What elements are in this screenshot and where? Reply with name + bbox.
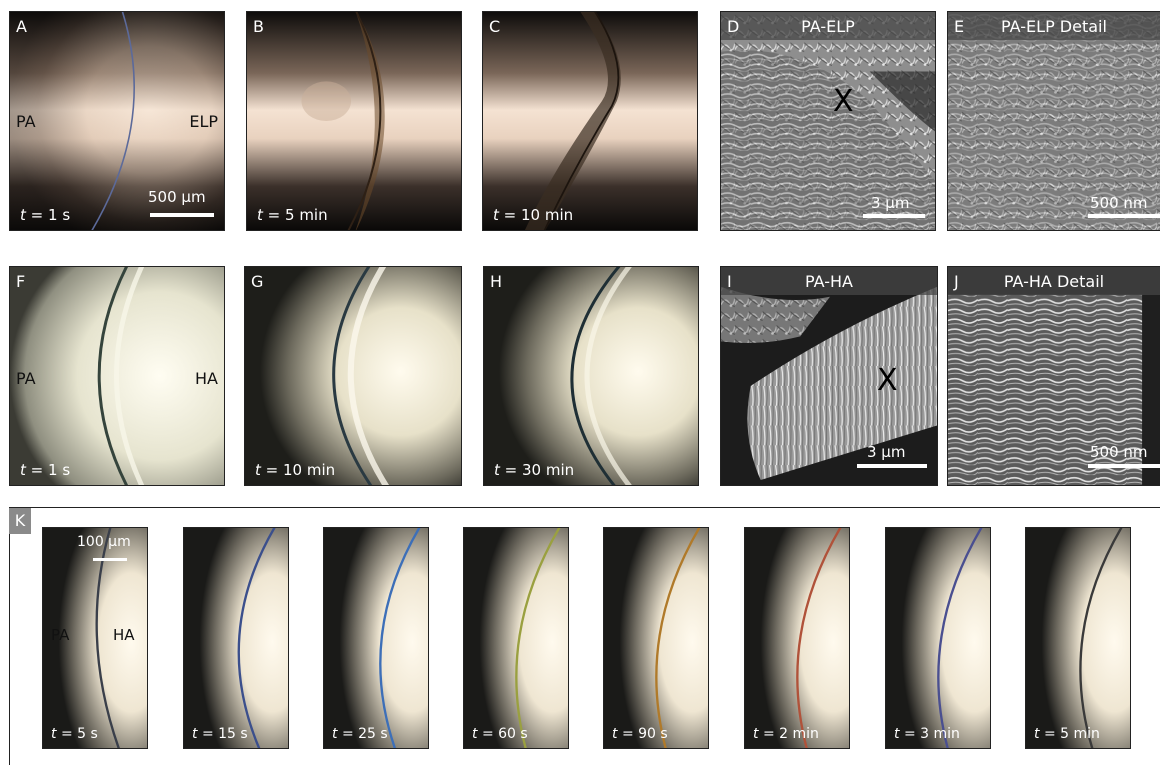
- panel-a-micrograph: A PA ELP 500 µm t = 1 s: [9, 11, 225, 231]
- panel-title: PA-ELP: [801, 17, 855, 36]
- panel-title: PA-HA: [805, 272, 853, 291]
- scale-bar: [93, 558, 127, 561]
- k-frame-7: t = 3 min: [885, 527, 991, 749]
- time-label: t = 3 min: [894, 726, 960, 742]
- ha-side-label: HA: [113, 626, 135, 644]
- pa-side-label: PA: [51, 626, 70, 644]
- elp-side-label: ELP: [189, 112, 218, 131]
- micrograph-image: [10, 267, 224, 485]
- sem-image: [948, 12, 1160, 230]
- scale-bar: [1088, 464, 1160, 468]
- panel-letter: F: [16, 272, 26, 291]
- k-frame-6: t = 2 min: [744, 527, 850, 749]
- title-bar: [948, 12, 1160, 40]
- panel-c-micrograph: C t = 10 min: [482, 11, 698, 231]
- k-frame-1: t = 5 s 100 µm PA HA: [42, 527, 148, 749]
- time-label: t = 2 min: [753, 726, 819, 742]
- micrograph-image: [886, 528, 990, 748]
- scale-bar: [857, 464, 927, 468]
- panel-letter: J: [954, 272, 959, 291]
- panel-k-frame: [9, 507, 1160, 765]
- time-label: t = 5 min: [1034, 726, 1100, 742]
- scale-label: 3 µm: [867, 443, 906, 461]
- panel-f-micrograph: F PA HA t = 1 s: [9, 266, 225, 486]
- k-frame-2: t = 15 s: [183, 527, 289, 749]
- scale-label: 500 nm: [1090, 443, 1148, 461]
- k-frame-5: t = 90 s: [603, 527, 709, 749]
- scale-bar: [150, 213, 214, 217]
- micrograph-image: [464, 528, 568, 748]
- micrograph-image: [247, 12, 461, 230]
- sem-image: [721, 12, 935, 230]
- time-label: t = 60 s: [472, 726, 528, 742]
- scale-bar: [1088, 214, 1160, 218]
- title-bar: [721, 267, 937, 295]
- time-label: t = 5 s: [51, 726, 98, 742]
- micrograph-image: [1026, 528, 1130, 748]
- time-label: t = 90 s: [612, 726, 668, 742]
- k-frame-3: t = 25 s: [323, 527, 429, 749]
- time-label: t = 10 min: [493, 206, 574, 224]
- micrograph-image: [184, 528, 288, 748]
- panel-letter: G: [251, 272, 264, 291]
- micrograph-image: [43, 528, 147, 748]
- pa-side-label: PA: [16, 112, 36, 131]
- micrograph-image: [484, 267, 698, 485]
- micrograph-image: [10, 12, 224, 230]
- sem-image: [948, 267, 1160, 485]
- panel-letter: I: [727, 272, 732, 291]
- panel-h-micrograph: H t = 30 min: [483, 266, 699, 486]
- micrograph-image: [324, 528, 428, 748]
- panel-letter: H: [490, 272, 503, 291]
- panel-letter: C: [489, 17, 501, 36]
- panel-j-sem: J PA-HA Detail 500 nm: [947, 266, 1160, 486]
- micrograph-image: [745, 528, 849, 748]
- k-frame-8: t = 5 min: [1025, 527, 1131, 749]
- panel-letter: A: [16, 17, 27, 36]
- title-bar: [721, 12, 935, 40]
- time-label: t = 5 min: [257, 206, 328, 224]
- panel-letter: K: [9, 508, 31, 534]
- sem-image: [721, 267, 937, 485]
- micrograph-image: [245, 267, 461, 485]
- pa-side-label: PA: [16, 369, 36, 388]
- x-marker: X: [877, 363, 898, 398]
- scale-label: 500 µm: [148, 188, 206, 206]
- time-label: t = 15 s: [192, 726, 248, 742]
- micrograph-image: [483, 12, 697, 230]
- micrograph-image: [604, 528, 708, 748]
- panel-i-sem: I PA-HA X 3 µm: [720, 266, 938, 486]
- title-bar: [948, 267, 1160, 295]
- x-marker: X: [833, 84, 854, 119]
- panel-title: PA-ELP Detail: [1001, 17, 1107, 36]
- panel-b-micrograph: B t = 5 min: [246, 11, 462, 231]
- time-label: t = 10 min: [255, 461, 336, 479]
- time-label: t = 25 s: [332, 726, 388, 742]
- time-label: t = 30 min: [494, 461, 575, 479]
- scale-label: 500 nm: [1090, 194, 1148, 212]
- k-frame-4: t = 60 s: [463, 527, 569, 749]
- time-label: t = 1 s: [20, 206, 71, 224]
- panel-g-micrograph: G t = 10 min: [244, 266, 462, 486]
- time-label: t = 1 s: [20, 461, 71, 479]
- scale-bar: [863, 214, 925, 218]
- scale-label: 3 µm: [871, 194, 910, 212]
- panel-letter: E: [954, 17, 965, 36]
- ha-side-label: HA: [195, 369, 218, 388]
- panel-letter: B: [253, 17, 264, 36]
- panel-e-sem: E PA-ELP Detail 500 nm: [947, 11, 1160, 231]
- panel-d-sem: D PA-ELP X 3 µm: [720, 11, 936, 231]
- panel-letter: D: [727, 17, 740, 36]
- scale-label: 100 µm: [77, 534, 131, 550]
- panel-title: PA-HA Detail: [1003, 272, 1105, 291]
